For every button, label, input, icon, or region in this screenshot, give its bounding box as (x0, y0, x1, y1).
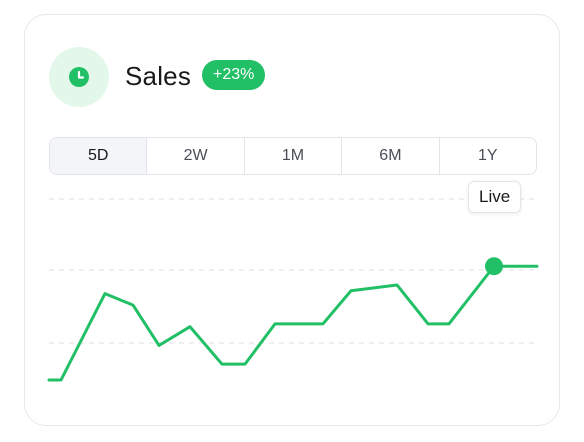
tab-1m[interactable]: 1M (243, 138, 341, 174)
sales-icon-container (49, 47, 109, 107)
live-data-point[interactable] (485, 257, 503, 276)
clock-icon (69, 67, 89, 87)
live-tooltip: Live (468, 181, 522, 213)
change-badge: +23% (202, 60, 266, 90)
tab-1y[interactable]: 1Y (438, 138, 536, 174)
range-tabs: 5D 2W 1M 6M 1Y (49, 137, 537, 175)
tab-5d[interactable]: 5D (50, 138, 147, 174)
tab-2w[interactable]: 2W (146, 138, 243, 174)
sales-card: Sales +23% 5D 2W 1M 6M 1Y Live (24, 14, 560, 426)
tab-6m[interactable]: 6M (341, 138, 438, 174)
series-line (47, 264, 539, 382)
card-title: Sales (125, 61, 192, 91)
sales-line-chart (47, 198, 539, 382)
